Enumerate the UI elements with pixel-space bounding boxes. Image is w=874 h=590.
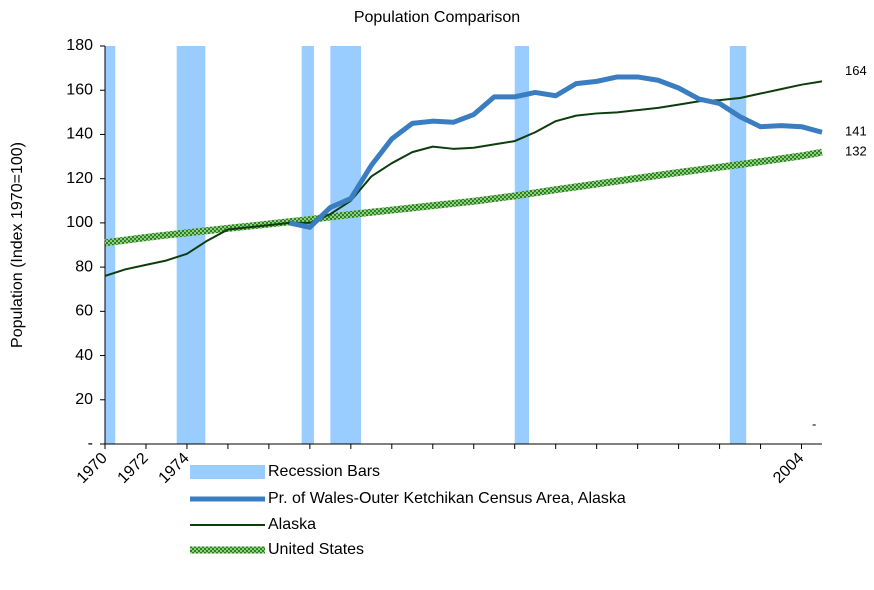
end-label: 164	[845, 63, 867, 78]
series-line	[104, 80, 823, 277]
series-line	[104, 148, 823, 247]
y-tick-label: 140	[66, 126, 93, 143]
legend-label: Pr. of Wales-Outer Ketchikan Census Area…	[268, 490, 626, 507]
recession-bar	[330, 46, 362, 444]
y-tick-label: -	[88, 435, 93, 452]
series-line	[288, 74, 823, 230]
x-tick-label: 1970	[74, 450, 111, 487]
legend-label: Recession Bars	[268, 463, 380, 480]
recession-bar	[729, 46, 747, 444]
legend-label: United States	[268, 541, 364, 558]
y-tick-label: 60	[75, 303, 93, 320]
x-tick-label: 1972	[115, 450, 152, 487]
y-tick-label: 120	[66, 170, 93, 187]
y-tick-label: 180	[66, 37, 93, 54]
legend-swatch	[190, 465, 265, 479]
legend-label: Alaska	[268, 516, 316, 533]
x-tick-label: 2004	[770, 450, 807, 487]
y-tick-label: 80	[75, 258, 93, 275]
end-label: 132	[845, 144, 867, 159]
end-label: 141	[845, 124, 867, 139]
annotation: -	[812, 416, 816, 431]
y-tick-label: 160	[66, 81, 93, 98]
chart-title: Population Comparison	[354, 9, 520, 26]
y-tick-label: 40	[75, 347, 93, 364]
x-tick-label: 1974	[156, 450, 193, 487]
recession-bar	[514, 46, 530, 444]
y-tick-label: 100	[66, 214, 93, 231]
y-tick-label: 20	[75, 391, 93, 408]
recession-bar	[301, 46, 314, 444]
y-axis-label: Population (Index 1970=100)	[9, 142, 26, 348]
